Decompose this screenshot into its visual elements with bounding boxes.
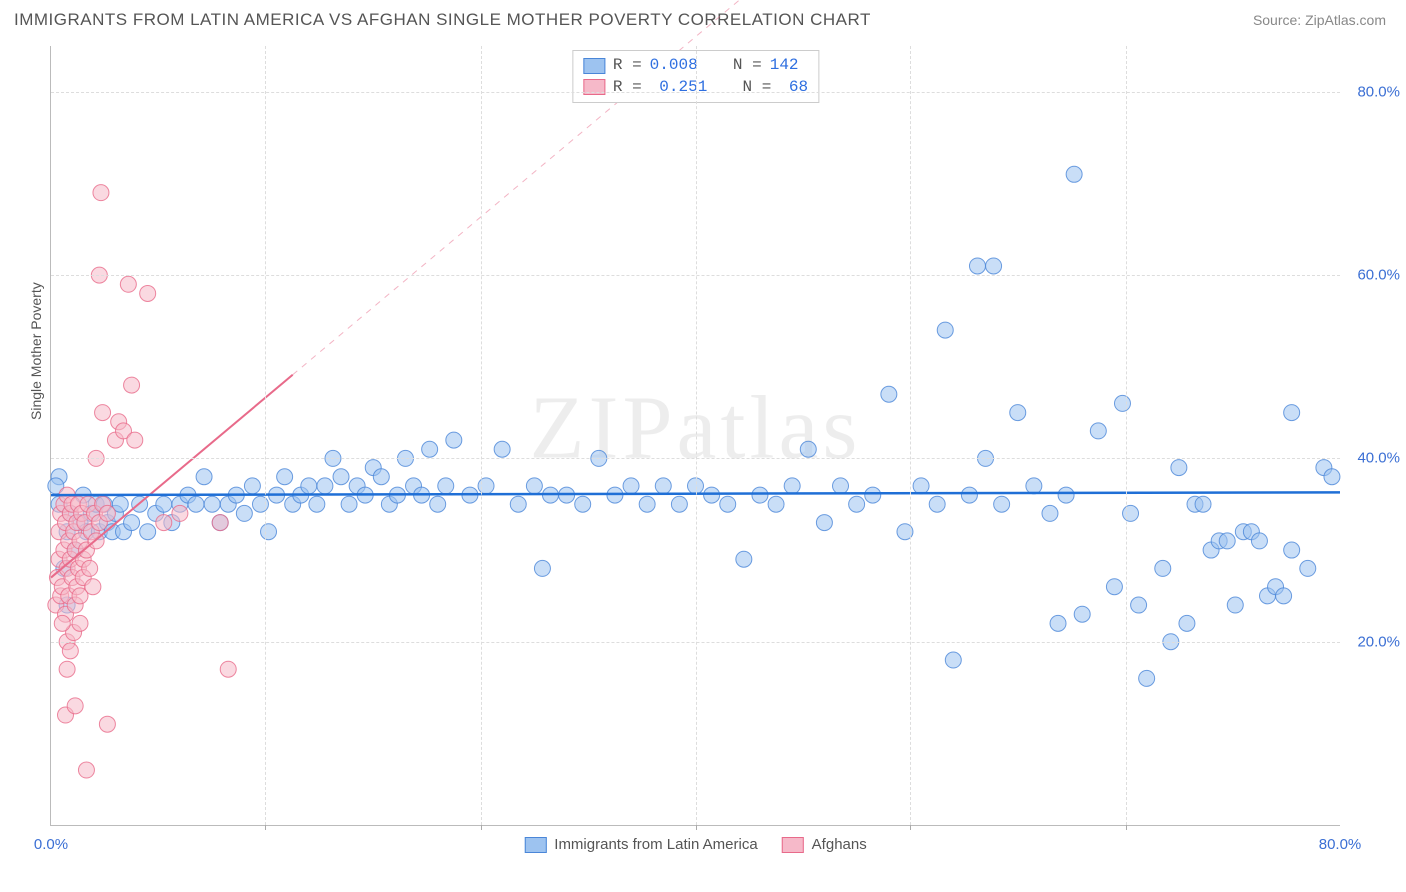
r-label-2: R = — [613, 77, 642, 99]
y-tick-label: 40.0% — [1357, 450, 1400, 467]
r-value-afghan: 0.251 — [650, 77, 708, 99]
legend-label-latin: Immigrants from Latin America — [554, 836, 757, 853]
y-tick-label: 80.0% — [1357, 83, 1400, 100]
n-label-2: N = — [743, 77, 772, 99]
y-tick-label: 60.0% — [1357, 267, 1400, 284]
legend-label-afghan: Afghans — [812, 836, 867, 853]
x-tick-label: 80.0% — [1319, 836, 1362, 853]
legend-series: Immigrants from Latin America Afghans — [524, 836, 866, 853]
swatch-latin-bottom — [524, 837, 546, 853]
x-tick-label: 0.0% — [34, 836, 68, 853]
n-value-afghan: 68 — [779, 77, 808, 99]
swatch-afghan-bottom — [782, 837, 804, 853]
y-tick-label: 20.0% — [1357, 633, 1400, 650]
plot-area: ZIPatlas R = 0.008 N = 142 R = 0.251 N =… — [50, 46, 1340, 826]
r-label: R = — [613, 55, 642, 77]
swatch-latin — [583, 58, 605, 74]
chart-title: IMMIGRANTS FROM LATIN AMERICA VS AFGHAN … — [14, 10, 871, 30]
swatch-afghan — [583, 79, 605, 95]
r-value-latin: 0.008 — [650, 55, 698, 77]
n-value-latin: 142 — [770, 55, 799, 77]
n-label: N = — [733, 55, 762, 77]
source-label: Source: ZipAtlas.com — [1253, 12, 1386, 28]
y-axis-title: Single Mother Poverty — [28, 282, 44, 420]
